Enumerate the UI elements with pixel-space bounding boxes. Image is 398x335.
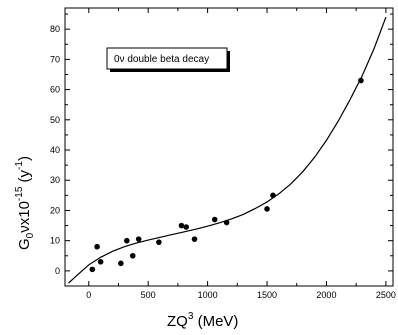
data-point [123, 237, 130, 244]
data-point [89, 266, 96, 273]
y-axis-title-exponent: -15 [14, 186, 25, 201]
y-axis-title: G0νx10-15 (y-1) [14, 156, 36, 250]
y-tick-label: 80 [50, 24, 60, 34]
y-tick-label: 10 [50, 236, 60, 246]
data-point [97, 259, 104, 265]
data-point [223, 219, 230, 226]
x-tick-label: 500 [141, 290, 156, 300]
axis-ticks [65, 8, 393, 287]
x-axis-title: ZQ3 (MeV) [167, 311, 238, 330]
data-points [89, 77, 364, 273]
data-point [211, 216, 218, 223]
y-axis-title-factor: νx10 [16, 201, 33, 233]
plot-frame [64, 7, 394, 287]
data-point [191, 236, 198, 242]
x-tick-label: 2500 [376, 290, 396, 300]
data-point [156, 239, 162, 245]
y-tick-label: 0 [55, 266, 60, 276]
y-axis-title-unit-open: (y [16, 169, 33, 186]
x-axis-title-unit: (MeV) [193, 313, 238, 330]
x-axis-title-base: ZQ [167, 313, 188, 330]
axis-tick-labels: 0 500 1000 1500 2000 2500 0 10 20 30 40 50 60 70 80 [50, 24, 396, 300]
data-point [129, 252, 136, 259]
x-tick-label: 0 [86, 290, 91, 300]
y-axis-title-g: G [16, 238, 33, 250]
y-tick-label: 50 [50, 115, 60, 125]
y-axis-title-unit-close: ) [16, 156, 33, 161]
y-tick-label: 30 [50, 175, 60, 185]
y-axis-title-subscript: 0 [25, 232, 36, 238]
x-tick-label: 1000 [198, 290, 218, 300]
y-tick-label: 40 [50, 145, 60, 155]
y-tick-label: 60 [50, 85, 60, 95]
data-point [94, 243, 100, 250]
data-point [118, 260, 124, 267]
data-point [270, 192, 276, 199]
annotation-box-frame [106, 47, 228, 70]
y-axis-title-unit-exponent: -1 [14, 161, 25, 170]
y-tick-label: 70 [50, 54, 60, 64]
annotation-text: 0ν double beta decay [114, 54, 209, 65]
data-point [358, 77, 364, 84]
y-tick-label: 20 [50, 205, 60, 215]
x-tick-label: 2000 [316, 290, 336, 300]
data-point [264, 206, 270, 212]
x-tick-label: 1500 [257, 290, 277, 300]
data-point [178, 222, 185, 229]
data-point [135, 236, 142, 242]
annotation-box: 0ν double beta decay [106, 47, 230, 72]
data-point [183, 224, 190, 230]
x-axis-title-superscript: 3 [188, 311, 194, 322]
